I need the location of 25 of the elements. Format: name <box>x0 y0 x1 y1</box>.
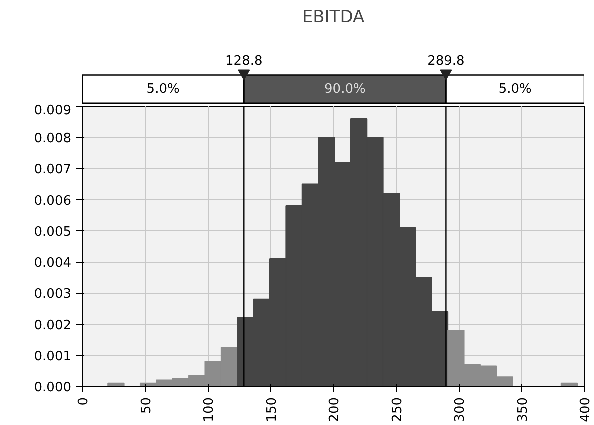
chart-title: EBITDA <box>302 8 365 28</box>
y-tick-label: 0.001 <box>34 349 72 364</box>
x-tick-label: 100 <box>202 397 217 422</box>
text: 90.0% <box>324 82 366 97</box>
y-tick-label: 0.002 <box>34 318 72 334</box>
x-tick-label: 250 <box>390 397 406 422</box>
text: 5.0% <box>146 82 180 97</box>
x-tick-label: 0 <box>76 397 92 406</box>
x-tick-label: 350 <box>516 397 531 422</box>
ref-line-label: 289.8 <box>428 54 465 70</box>
y-tick-label: 0.003 <box>34 287 72 302</box>
text: 5.0% <box>498 82 532 97</box>
x-tick-label: 50 <box>139 397 154 414</box>
ref-line-label: 128.8 <box>226 54 263 70</box>
x-tick-label: 400 <box>578 397 594 422</box>
y-tick-label: 0.000 <box>34 380 72 396</box>
x-tick-label: 300 <box>453 397 468 422</box>
y-tick-label: 0.006 <box>34 194 72 209</box>
y-tick-label: 0.008 <box>34 132 72 147</box>
x-tick-label: 150 <box>264 397 280 422</box>
y-tick-label: 0.004 <box>34 256 72 272</box>
y-tick-label: 0.009 <box>34 104 72 118</box>
y-tick-label: 0.007 <box>34 162 72 178</box>
x-tick-label: 200 <box>328 397 342 422</box>
y-tick-label: 0.005 <box>34 224 72 240</box>
